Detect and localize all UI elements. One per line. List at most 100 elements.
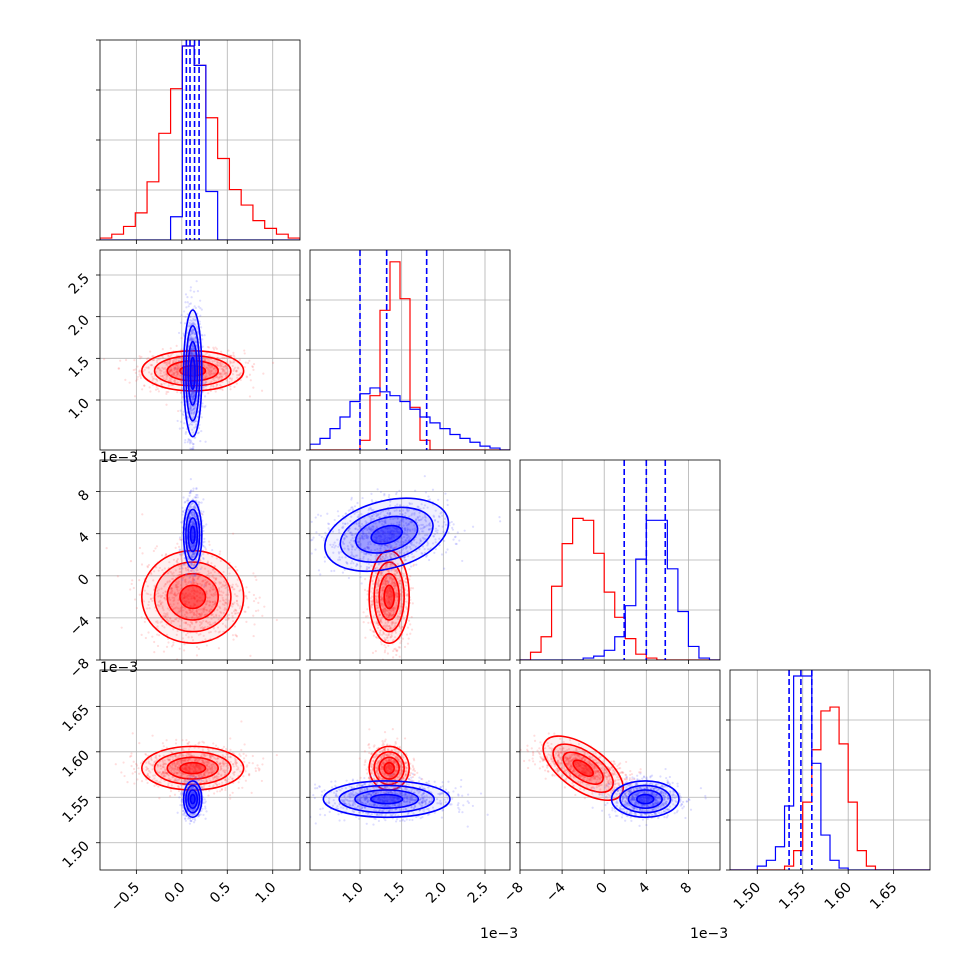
sample-point xyxy=(165,376,168,379)
sample-point xyxy=(192,365,195,368)
sample-point xyxy=(217,647,221,650)
sample-point xyxy=(193,353,196,356)
sample-point xyxy=(400,639,403,643)
sample-point xyxy=(175,370,178,374)
sample-point xyxy=(194,420,197,423)
sample-point xyxy=(192,394,195,397)
sample-point xyxy=(190,412,193,415)
panel-0-0 xyxy=(100,40,300,240)
sample-point xyxy=(189,580,192,584)
sample-point xyxy=(317,513,320,516)
sample-point xyxy=(195,645,199,649)
sample-point xyxy=(222,373,225,376)
sample-point xyxy=(147,367,150,370)
sample-point xyxy=(149,363,152,367)
sample-point xyxy=(175,344,178,347)
sample-point xyxy=(153,377,156,380)
sample-point xyxy=(232,361,236,364)
sample-point xyxy=(138,579,141,582)
sample-point xyxy=(170,377,173,380)
sample-point xyxy=(215,376,218,379)
sample-point xyxy=(193,426,196,429)
sample-point xyxy=(175,370,178,373)
sample-point xyxy=(173,368,176,372)
sample-point xyxy=(190,354,193,357)
sample-point xyxy=(194,341,198,344)
sample-point xyxy=(180,382,183,385)
sample-point xyxy=(227,349,230,352)
sample-point xyxy=(202,510,205,513)
sample-point xyxy=(190,439,193,442)
sample-point xyxy=(207,364,210,367)
sample-point xyxy=(191,375,194,378)
sample-point xyxy=(207,346,211,349)
sample-point xyxy=(176,368,179,371)
sample-point xyxy=(190,323,193,326)
sample-point xyxy=(187,665,189,667)
sample-point xyxy=(201,405,204,408)
sample-point xyxy=(407,637,410,640)
sample-point xyxy=(257,609,260,612)
sample-point xyxy=(156,379,159,383)
sample-point xyxy=(178,374,181,377)
sample-point xyxy=(423,475,426,478)
sample-point xyxy=(271,361,275,364)
sample-point xyxy=(225,372,228,375)
sample-point xyxy=(208,370,212,374)
sample-point xyxy=(179,553,182,556)
sample-point xyxy=(151,379,154,382)
sample-point xyxy=(229,361,232,365)
sample-point xyxy=(214,369,218,372)
sample-point xyxy=(155,378,158,381)
sample-point xyxy=(187,439,190,442)
sample-point xyxy=(193,305,196,308)
sample-point xyxy=(189,405,192,408)
sample-point xyxy=(171,373,174,376)
sample-point xyxy=(181,578,184,581)
sample-point xyxy=(164,366,167,370)
sample-point xyxy=(206,367,210,370)
sample-point xyxy=(181,396,184,399)
sample-point xyxy=(231,361,234,364)
sample-point xyxy=(221,365,224,368)
sample-point xyxy=(170,368,173,371)
sample-point xyxy=(392,649,395,653)
sample-point xyxy=(202,529,205,533)
sample-point xyxy=(166,360,169,363)
sample-point xyxy=(116,575,119,578)
sample-point xyxy=(176,542,179,545)
sample-point xyxy=(164,372,168,375)
sample-point xyxy=(203,376,207,379)
sample-point xyxy=(191,389,194,392)
sample-point xyxy=(191,395,194,398)
sample-point xyxy=(190,338,194,341)
sample-point xyxy=(189,353,192,356)
sample-point xyxy=(204,359,207,362)
sample-point xyxy=(362,611,365,614)
sample-point xyxy=(434,548,437,551)
sample-point xyxy=(350,506,353,509)
sample-point xyxy=(401,637,404,640)
sample-point xyxy=(168,370,171,373)
sample-point xyxy=(189,289,192,292)
sample-point xyxy=(191,365,194,368)
sample-point xyxy=(253,623,256,626)
sample-point xyxy=(188,402,191,405)
sample-point xyxy=(153,640,156,644)
sample-point xyxy=(203,365,206,368)
sample-point xyxy=(179,370,183,374)
sample-point xyxy=(191,369,195,372)
sample-point xyxy=(145,357,149,361)
sample-point xyxy=(192,290,196,293)
sample-point xyxy=(140,616,143,619)
sample-point xyxy=(119,359,122,362)
sample-point xyxy=(386,652,390,655)
sample-point xyxy=(258,596,261,599)
sample-point xyxy=(189,423,192,426)
sample-point xyxy=(202,498,205,501)
sample-point xyxy=(184,432,187,435)
sample-point xyxy=(191,377,194,380)
sample-point xyxy=(179,391,182,394)
sample-point xyxy=(218,376,221,379)
sample-point xyxy=(191,365,194,368)
